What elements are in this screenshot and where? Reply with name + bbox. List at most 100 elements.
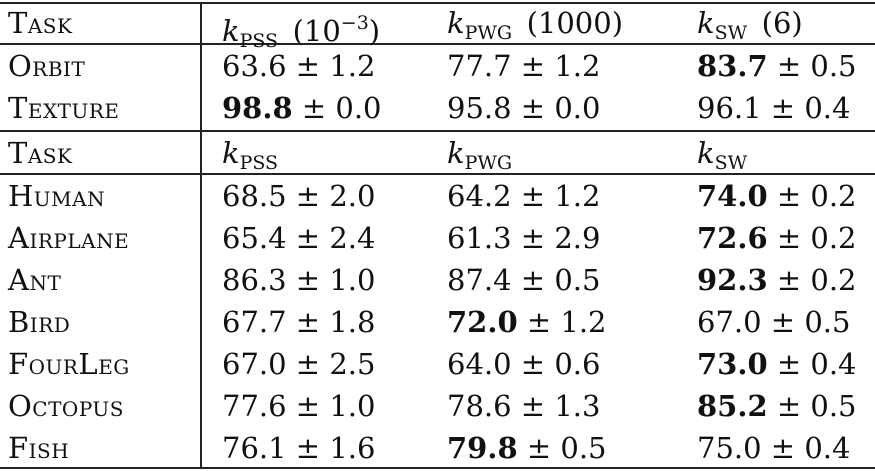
- std-dev: 2.0: [329, 179, 376, 213]
- plus-minus: ±: [286, 347, 330, 381]
- mean: 78.6: [447, 389, 512, 423]
- metric-header: kSW: [697, 132, 747, 184]
- plus-minus: ±: [767, 49, 811, 83]
- plus-minus: ±: [511, 389, 555, 423]
- value-cell: 64.2 ± 1.2: [447, 175, 600, 217]
- mean: 64.0: [447, 347, 512, 381]
- metric-header: kPSS: [222, 132, 278, 184]
- metric-subscript: PWG: [464, 152, 513, 174]
- std-dev: 0.2: [810, 263, 857, 297]
- metric-note: (1000): [526, 6, 624, 40]
- metric-subscript: PWG: [464, 22, 513, 44]
- plus-minus: ±: [767, 389, 811, 423]
- task-name: FourLeg: [8, 347, 130, 381]
- task-name: Airplane: [8, 221, 130, 255]
- plus-minus: ±: [292, 91, 336, 125]
- std-dev: 0.4: [804, 431, 851, 465]
- metric-symbol: kPSS: [222, 14, 279, 52]
- std-dev: 0.5: [810, 389, 857, 423]
- plus-minus: ±: [286, 263, 330, 297]
- best-mean: 92.3: [697, 263, 768, 297]
- metric-subscript: PSS: [239, 30, 279, 52]
- plus-minus: ±: [517, 431, 561, 465]
- plus-minus: ±: [761, 305, 805, 339]
- std-dev: 0.5: [560, 431, 607, 465]
- metric-note: (6): [761, 6, 803, 40]
- rule-top: [0, 2, 875, 4]
- value-cell: 86.3 ± 1.0: [222, 259, 375, 301]
- mean: 77.6: [222, 389, 287, 423]
- best-mean: 73.0: [697, 347, 768, 381]
- best-mean: 83.7: [697, 49, 768, 83]
- metric-header: kPSS (10−3): [222, 2, 380, 62]
- mean: 67.0: [222, 347, 287, 381]
- std-dev: 2.4: [329, 221, 376, 255]
- plus-minus: ±: [286, 389, 330, 423]
- value-cell: 64.0 ± 0.6: [447, 343, 600, 385]
- value-cell: 78.6 ± 1.3: [447, 385, 600, 427]
- mean: 76.1: [222, 431, 287, 465]
- value-cell: 67.0 ± 0.5: [697, 301, 850, 343]
- value-cell: 73.0 ± 0.4: [697, 343, 857, 385]
- value-cell: 72.0 ± 1.2: [447, 301, 607, 343]
- metric-subscript: SW: [714, 22, 748, 44]
- value-cell: 79.8 ± 0.5: [447, 427, 607, 469]
- task-name: Bird: [8, 305, 71, 339]
- mean: 65.4: [222, 221, 287, 255]
- mean: 75.0: [697, 431, 762, 465]
- value-cell: 61.3 ± 2.9: [447, 217, 600, 259]
- std-dev: 0.4: [810, 347, 857, 381]
- plus-minus: ±: [511, 49, 555, 83]
- std-dev: 1.2: [554, 49, 601, 83]
- mean: 68.5: [222, 179, 287, 213]
- std-dev: 1.3: [554, 389, 601, 423]
- std-dev: 1.0: [329, 389, 376, 423]
- value-cell: 92.3 ± 0.2: [697, 259, 857, 301]
- mean: 96.1: [697, 91, 762, 125]
- best-mean: 85.2: [697, 389, 768, 423]
- metric-header: kPWG: [447, 132, 512, 184]
- task-name: Fish: [8, 431, 70, 465]
- mean: 95.8: [447, 91, 512, 125]
- std-dev: 1.2: [554, 179, 601, 213]
- value-cell: 67.7 ± 1.8: [222, 301, 375, 343]
- plus-minus: ±: [767, 263, 811, 297]
- plus-minus: ±: [511, 347, 555, 381]
- value-cell: 77.7 ± 1.2: [447, 45, 600, 87]
- metric-note: (10: [292, 14, 341, 48]
- plus-minus: ±: [286, 305, 330, 339]
- value-cell: 85.2 ± 0.5: [697, 385, 857, 427]
- best-mean: 74.0: [697, 179, 768, 213]
- mean: 64.2: [447, 179, 512, 213]
- value-cell: 63.6 ± 1.2: [222, 45, 375, 87]
- mean: 67.7: [222, 305, 287, 339]
- metric-symbol: kSW: [697, 136, 748, 174]
- metric-header: kPWG (1000): [447, 2, 623, 54]
- std-dev: 2.9: [554, 221, 601, 255]
- std-dev: 1.6: [329, 431, 376, 465]
- task-name: Octopus: [8, 389, 124, 423]
- std-dev: 1.2: [560, 305, 607, 339]
- mean: 86.3: [222, 263, 287, 297]
- value-cell: 68.5 ± 2.0: [222, 175, 375, 217]
- rule-header1: [0, 43, 875, 45]
- plus-minus: ±: [761, 431, 805, 465]
- mean: 87.4: [447, 263, 512, 297]
- std-dev: 0.5: [804, 305, 851, 339]
- plus-minus: ±: [286, 179, 330, 213]
- plus-minus: ±: [767, 221, 811, 255]
- value-cell: 98.8 ± 0.0: [222, 87, 382, 129]
- mean: 67.0: [697, 305, 762, 339]
- value-cell: 72.6 ± 0.2: [697, 217, 857, 259]
- std-dev: 0.0: [335, 91, 382, 125]
- task-header: Task: [8, 136, 73, 170]
- std-dev: 0.2: [810, 179, 857, 213]
- value-cell: 65.4 ± 2.4: [222, 217, 375, 259]
- metric-symbol: kPWG: [447, 6, 513, 44]
- task-name: Human: [8, 179, 106, 213]
- value-cell: 83.7 ± 0.5: [697, 45, 857, 87]
- best-mean: 72.6: [697, 221, 768, 255]
- metric-symbol: kPWG: [447, 136, 513, 174]
- plus-minus: ±: [286, 221, 330, 255]
- std-dev: 0.5: [554, 263, 601, 297]
